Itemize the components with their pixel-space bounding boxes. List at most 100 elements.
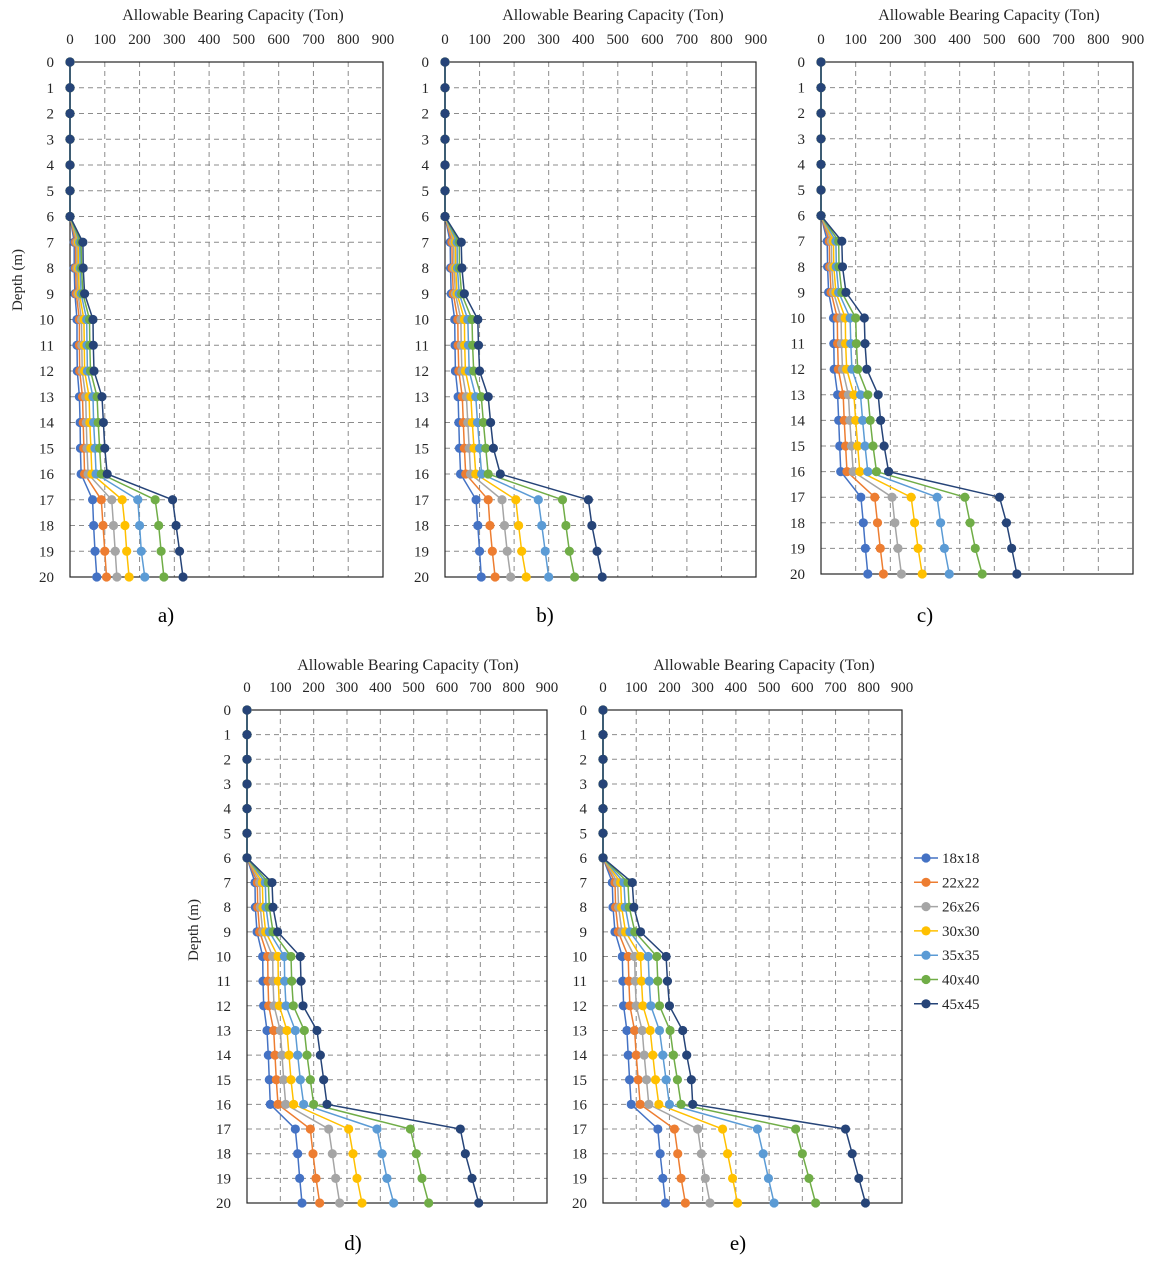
- data-point: [635, 927, 646, 937]
- legend-item: 22x22: [914, 875, 980, 891]
- data-point: [623, 951, 633, 962]
- y-tick-label: 19: [790, 541, 805, 557]
- data-point: [727, 1173, 738, 1183]
- y-tick-label: 3: [580, 777, 588, 793]
- legend-swatch-marker: [921, 926, 931, 936]
- data-point: [960, 492, 970, 502]
- data-point: [896, 569, 907, 579]
- data-point: [763, 1173, 774, 1183]
- y-tick-label: 1: [224, 728, 232, 744]
- data-point: [324, 1124, 334, 1134]
- legend-item: 26x26: [914, 900, 980, 916]
- data-point: [561, 520, 571, 531]
- x-tick-label: 400: [572, 32, 595, 48]
- y-tick-label: 11: [40, 338, 54, 354]
- panel-label: c): [917, 603, 933, 627]
- data-point: [722, 1149, 733, 1159]
- legend-label: 18x18: [942, 851, 980, 867]
- data-point: [478, 417, 488, 428]
- x-tick-label: 0: [817, 32, 825, 48]
- data-point: [870, 492, 880, 502]
- y-tick-label: 17: [572, 1122, 588, 1138]
- data-point: [860, 441, 870, 451]
- data-point: [636, 976, 647, 986]
- data-point: [646, 1001, 656, 1011]
- legend-item: 35x35: [914, 948, 980, 964]
- data-point: [863, 569, 873, 579]
- x-tick-label: 800: [1087, 32, 1110, 48]
- y-tick-label: 16: [39, 467, 55, 483]
- data-point: [816, 108, 826, 118]
- x-tick-label: 200: [128, 32, 151, 48]
- data-point: [662, 976, 673, 986]
- data-point: [473, 520, 483, 531]
- data-point: [682, 1050, 692, 1060]
- y-tick-label: 2: [47, 107, 55, 123]
- y-tick-label: 3: [47, 132, 55, 148]
- data-point: [417, 1173, 427, 1183]
- y-tick-label: 1: [580, 728, 588, 744]
- data-point: [853, 364, 863, 374]
- data-point: [486, 417, 496, 428]
- data-point: [994, 492, 1005, 502]
- y-tick-label: 8: [580, 900, 588, 916]
- y-tick-label: 15: [414, 441, 429, 457]
- y-tick-label: 4: [422, 158, 430, 174]
- y-tick-label: 14: [414, 416, 430, 432]
- y-tick-label: 8: [224, 900, 232, 916]
- data-point: [440, 83, 450, 93]
- y-tick-label: 11: [573, 974, 587, 990]
- y-tick-label: 10: [572, 950, 587, 966]
- data-point: [637, 1025, 647, 1036]
- x-tick-label: 600: [267, 32, 290, 48]
- data-point: [495, 469, 505, 479]
- data-point: [273, 951, 283, 962]
- data-point: [156, 546, 166, 556]
- y-tick-label: 14: [790, 413, 806, 429]
- data-point: [315, 1198, 325, 1208]
- data-point: [517, 546, 527, 556]
- data-point: [88, 340, 98, 350]
- data-point: [635, 951, 646, 962]
- data-point: [797, 1149, 807, 1159]
- legend: 18x18 22x22 26x26 30x30 35x35 40x40 45x45: [914, 851, 980, 1013]
- data-point: [309, 1099, 319, 1109]
- data-point: [488, 443, 498, 453]
- data-point: [65, 83, 75, 93]
- legend-label: 40x40: [942, 973, 980, 989]
- y-tick-label: 20: [572, 1196, 587, 1212]
- data-point: [769, 1198, 779, 1208]
- data-point: [858, 415, 868, 425]
- data-point: [865, 415, 875, 425]
- data-point: [98, 520, 108, 531]
- x-tick-label: 900: [745, 32, 768, 48]
- data-point: [315, 1050, 325, 1060]
- data-point: [312, 1025, 322, 1036]
- chart-title: Allowable Bearing Capacity (Ton): [502, 7, 723, 24]
- data-point: [758, 1149, 768, 1159]
- data-point: [497, 495, 507, 505]
- y-tick-label: 20: [790, 567, 805, 583]
- data-point: [460, 1149, 470, 1159]
- data-point: [335, 1198, 345, 1208]
- data-point: [299, 1099, 309, 1109]
- series-45x45: [440, 57, 607, 582]
- y-tick-label: 17: [414, 493, 430, 509]
- y-tick-label: 12: [39, 364, 54, 380]
- data-point: [88, 495, 98, 505]
- data-point: [658, 1173, 668, 1183]
- y-tick-label: 7: [47, 235, 55, 251]
- data-point: [331, 1173, 341, 1183]
- y-axis-label: Depth (m): [10, 249, 26, 311]
- y-tick-label: 8: [47, 261, 55, 277]
- y-tick-label: 1: [47, 81, 55, 97]
- data-point: [537, 520, 547, 531]
- y-tick-label: 12: [572, 999, 587, 1015]
- data-point: [140, 572, 150, 582]
- data-point: [290, 1025, 300, 1036]
- data-point: [686, 1075, 696, 1085]
- panel-label: b): [536, 603, 554, 627]
- data-point: [658, 1050, 668, 1060]
- data-point: [932, 492, 942, 502]
